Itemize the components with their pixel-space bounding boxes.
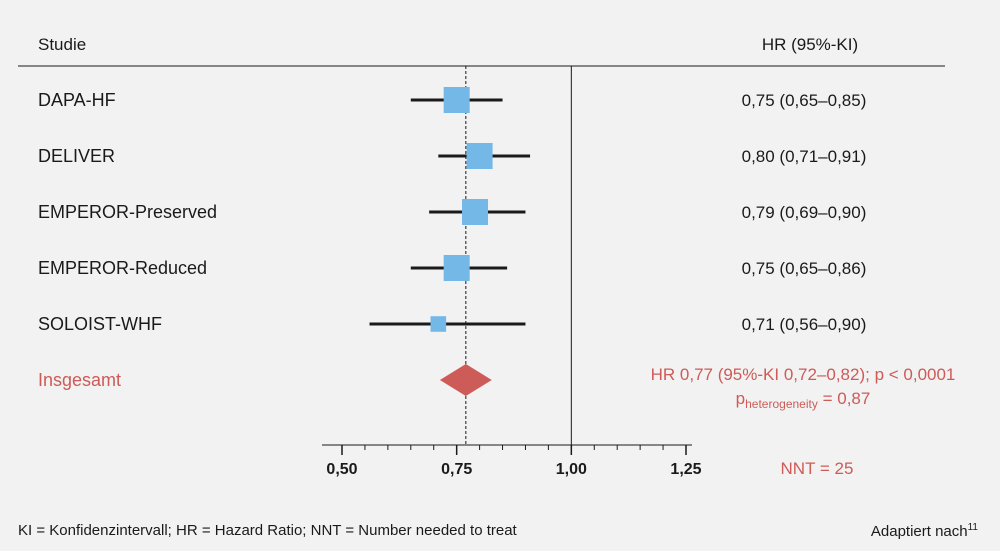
x-tick-label: 0,75	[441, 461, 472, 478]
forest-plot: Studie HR (95%-KI) DAPA-HF 0,75 (0,65–0,8…	[18, 35, 956, 478]
source-text: Adaptiert nach	[870, 523, 968, 540]
study-label: EMPEROR-Reduced	[38, 258, 207, 278]
hr-value: 0,75 (0,65–0,86)	[742, 259, 867, 278]
header-hr: HR (95%-KI)	[762, 35, 858, 54]
het-p-symbol: p	[736, 389, 745, 408]
study-label: DAPA-HF	[38, 90, 116, 110]
overall-hr-value: HR 0,77 (95%-KI 0,72–0,82); p < 0,0001	[651, 365, 956, 384]
overall-label: Insgesamt	[38, 370, 121, 390]
study-label: DELIVER	[38, 146, 115, 166]
heterogeneity-p: pheterogeneity = 0,87	[736, 389, 871, 411]
footnote-abbreviations: KI = Konfidenzintervall; HR = Hazard Rat…	[18, 522, 517, 539]
header-study: Studie	[38, 35, 86, 54]
hr-value: 0,71 (0,56–0,90)	[742, 315, 867, 334]
hr-value: 0,80 (0,71–0,91)	[742, 147, 867, 166]
study-label: EMPEROR-Preserved	[38, 202, 217, 222]
hr-marker	[443, 87, 470, 113]
het-p-subscript: heterogeneity	[745, 397, 818, 411]
hr-marker	[462, 199, 489, 225]
nnt-value: NNT = 25	[781, 459, 854, 478]
het-p-value: = 0,87	[818, 389, 870, 408]
overall-diamond	[439, 364, 492, 396]
study-label: SOLOIST-WHF	[38, 314, 162, 334]
x-tick-label: 1,00	[556, 461, 587, 478]
hr-marker	[430, 316, 447, 332]
hr-value: 0,75 (0,65–0,85)	[742, 91, 867, 110]
hr-value: 0,79 (0,69–0,90)	[742, 203, 867, 222]
source-reference: 11	[967, 522, 978, 533]
hr-marker	[443, 255, 470, 281]
hr-marker	[466, 143, 493, 169]
x-tick-label: 0,50	[326, 461, 357, 478]
footnote-source: Adaptiert nach11	[871, 522, 978, 540]
x-tick-label: 1,25	[670, 461, 701, 478]
